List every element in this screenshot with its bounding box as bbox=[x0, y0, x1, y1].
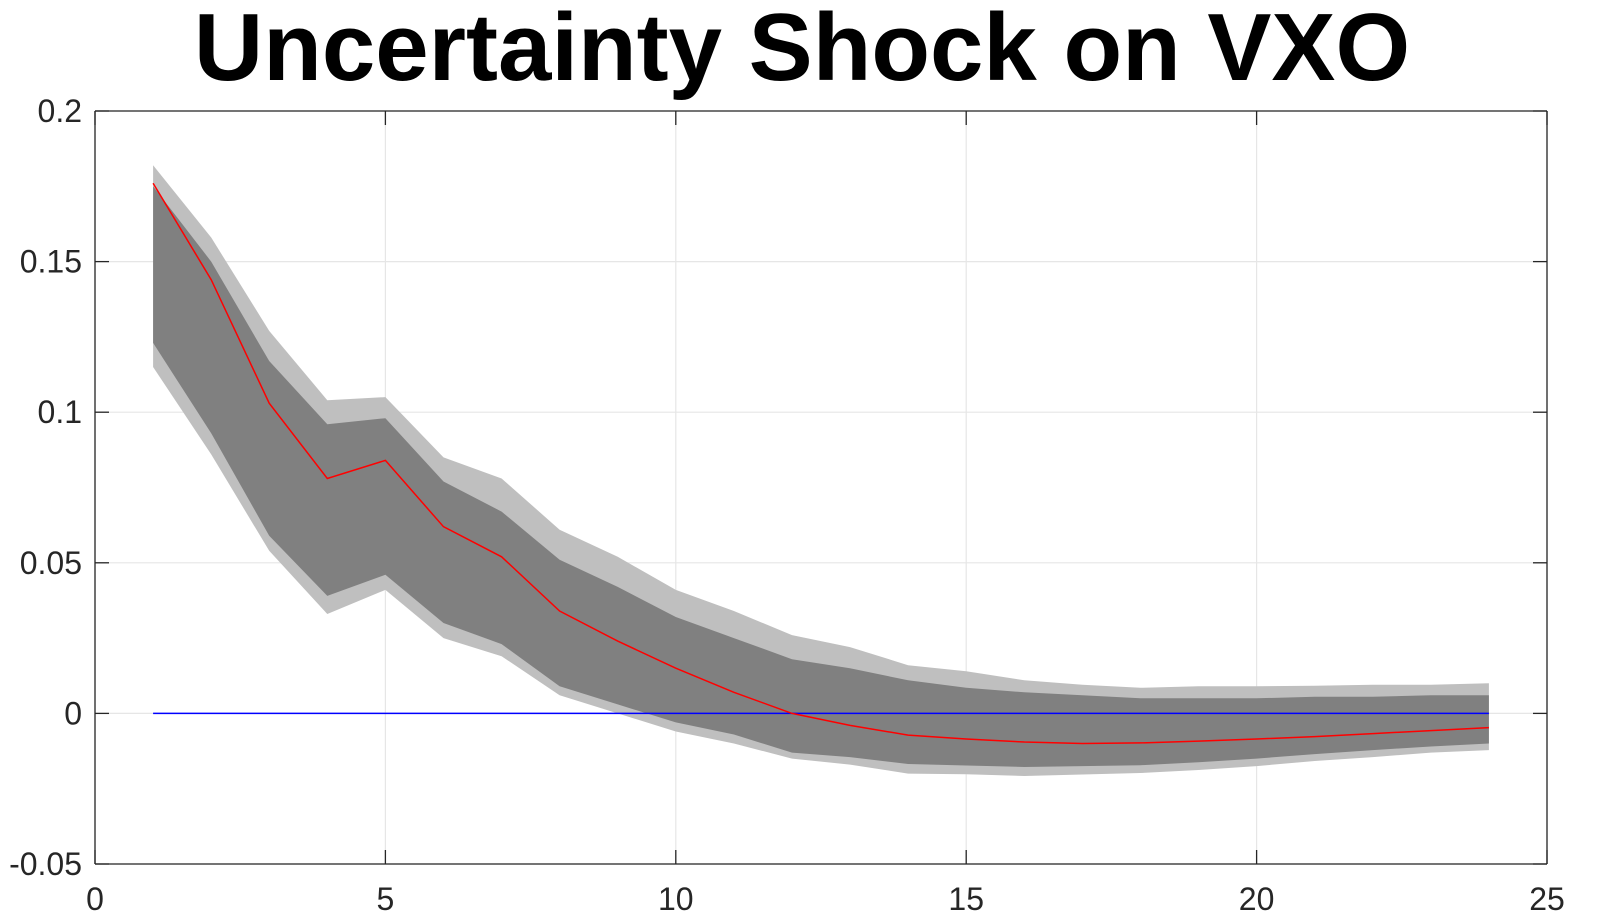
x-tick-label: 15 bbox=[948, 881, 984, 914]
x-tick-label: 20 bbox=[1239, 881, 1275, 914]
series-lines bbox=[152, 182, 1489, 745]
axes bbox=[94, 110, 1548, 865]
chart-title: Uncertainty Shock on VXO bbox=[193, 0, 1411, 101]
confidence-bands bbox=[153, 165, 1489, 776]
y-tick-label: 0.2 bbox=[38, 93, 82, 129]
x-tick-label: 0 bbox=[86, 881, 104, 914]
inner-confidence-band bbox=[153, 186, 1489, 768]
y-tick-label: 0 bbox=[64, 695, 82, 731]
median-response-line bbox=[152, 182, 1489, 745]
y-tick-label: -0.05 bbox=[9, 846, 82, 882]
x-tick-label: 5 bbox=[377, 881, 395, 914]
x-tick-label: 10 bbox=[658, 881, 694, 914]
y-tick-label: 0.05 bbox=[20, 545, 82, 581]
y-tick-label: 0.15 bbox=[20, 244, 82, 280]
x-tick-label: 25 bbox=[1529, 881, 1565, 914]
y-tick-label: 0.1 bbox=[38, 394, 82, 430]
